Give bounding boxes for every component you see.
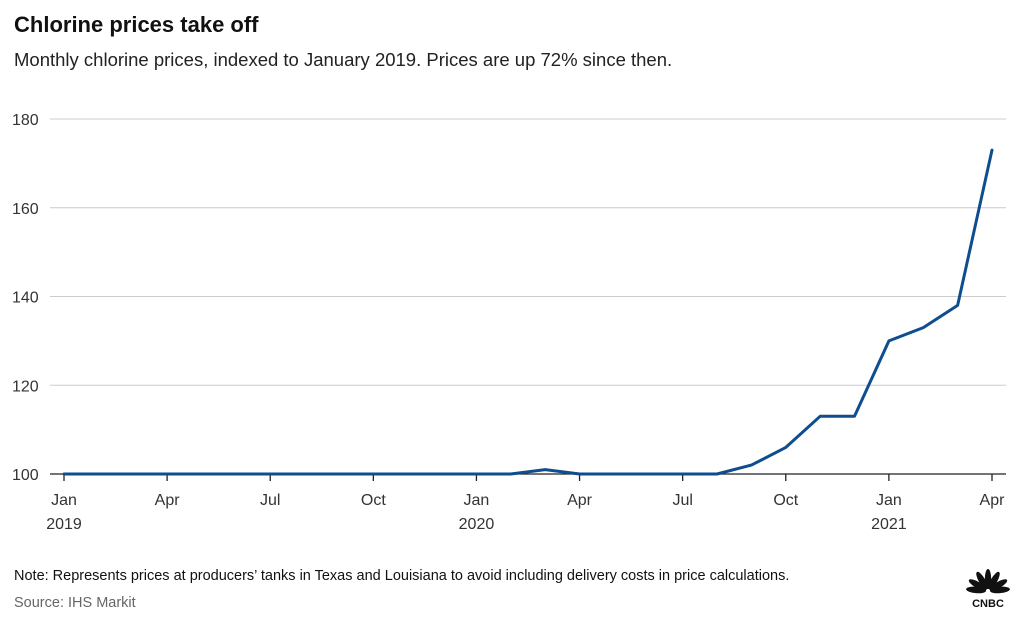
y-tick-label: 140	[12, 290, 39, 307]
x-tick-label: Jul	[672, 492, 692, 509]
x-tick-label: Jul	[260, 492, 280, 509]
chart-subtitle: Monthly chlorine prices, indexed to Janu…	[14, 49, 673, 70]
x-tick-label: Oct	[361, 492, 386, 509]
x-tick-year-label: 2021	[871, 516, 907, 533]
y-tick-label: 100	[12, 467, 39, 484]
y-tick-label: 160	[12, 201, 39, 218]
chart-source: Source: IHS Markit	[14, 595, 136, 611]
y-tick-label: 180	[12, 112, 39, 129]
x-tick-label: Oct	[773, 492, 798, 509]
chart-note: Note: Represents prices at producers’ ta…	[14, 568, 790, 584]
y-tick-label: 120	[12, 378, 39, 395]
x-tick-year-label: 2020	[459, 516, 495, 533]
cnbc-peacock-icon: CNBC	[966, 569, 1010, 609]
cnbc-logo-text: CNBC	[972, 598, 1004, 609]
series-line	[62, 148, 994, 476]
x-tick-label: Apr	[980, 492, 1006, 509]
line-chart: 100 120 140 160 180 Jan 2019 Apr Jul Oct Jan 2020 Ap…	[12, 112, 1006, 533]
x-tick-year-label: 2019	[46, 516, 82, 533]
x-tick-label: Jan	[464, 492, 490, 509]
x-tick-label: Jan	[876, 492, 902, 509]
x-tick-label: Apr	[567, 492, 593, 509]
x-tick-label: Apr	[155, 492, 181, 509]
x-tick-label: Jan	[51, 492, 77, 509]
chart-title: Chlorine prices take off	[14, 12, 259, 37]
